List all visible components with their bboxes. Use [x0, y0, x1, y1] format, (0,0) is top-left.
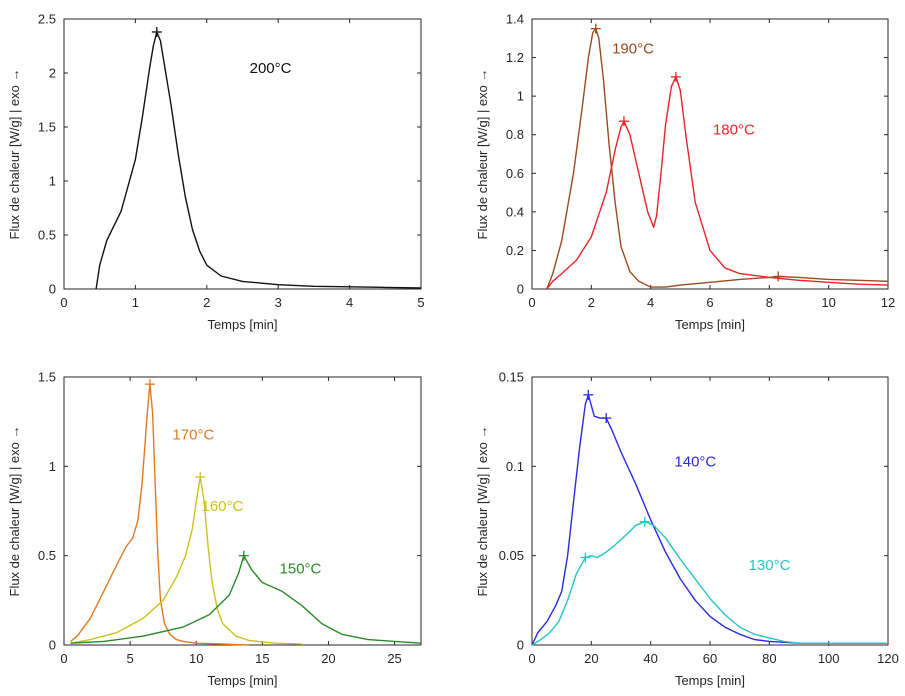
y-tick-label: 0.5 — [38, 548, 56, 563]
x-tick-label: 20 — [321, 651, 335, 666]
y-tick-label: 0.6 — [506, 166, 524, 181]
y-tick-label: 1.5 — [38, 370, 56, 385]
x-tick-label: 20 — [584, 651, 598, 666]
x-tick-label: 4 — [647, 295, 654, 310]
y-tick-label: 0.05 — [499, 548, 524, 563]
series-annotation: 170°C — [172, 427, 214, 444]
y-tick-label: 0.5 — [38, 228, 56, 243]
y-axis-label: Flux de chaleur [W/g] | exo → — [475, 69, 490, 240]
peak-marker — [601, 413, 612, 424]
x-tick-label: 8 — [766, 295, 773, 310]
y-tick-label: 0 — [517, 282, 524, 297]
x-tick-label: 0 — [528, 295, 535, 310]
series-line-140°C — [531, 394, 888, 646]
x-tick-label: 25 — [387, 651, 401, 666]
x-tick-label: 100 — [818, 651, 840, 666]
chart-panel-1: 0 1 2 3 4 5 0 0.5 1 1.5 2 2.5 Temps [min] Flux de cha… — [7, 12, 425, 333]
peak-marker — [583, 389, 594, 400]
x-tick-label: 1 — [132, 295, 139, 310]
peak-marker — [618, 116, 629, 127]
y-tick-label: 1.4 — [506, 12, 524, 27]
peak-marker — [580, 552, 591, 563]
y-axis-label: Flux de chaleur [W/g] | exo → — [7, 426, 22, 597]
plot-area — [63, 376, 422, 646]
x-tick-label: 2 — [203, 295, 210, 310]
x-tick-label: 120 — [877, 651, 899, 666]
y-tick-label: 0.2 — [506, 243, 524, 258]
peak-marker — [195, 472, 206, 483]
x-tick-label: 5 — [417, 295, 424, 310]
x-axis-label: Temps [min] — [675, 317, 745, 332]
y-tick-label: 0.15 — [499, 370, 524, 385]
series-line-200°C — [95, 31, 422, 290]
series-annotation: 130°C — [749, 557, 791, 574]
y-tick-label: 0 — [49, 638, 56, 653]
y-tick-label: 1.5 — [38, 120, 56, 135]
series-annotation: 180°C — [713, 122, 755, 139]
peak-marker — [590, 23, 601, 34]
x-tick-label: 0 — [60, 295, 67, 310]
x-tick-label: 3 — [275, 295, 282, 310]
y-tick-label: 2.5 — [38, 12, 56, 27]
chart-panel-4: 0 20 40 60 80 100 120 0 0.05 0.1 0.15 Temps [min] Fl… — [475, 370, 899, 689]
x-tick-label: 0 — [60, 651, 67, 666]
series-annotation: 140°C — [674, 453, 716, 470]
x-tick-label: 2 — [588, 295, 595, 310]
y-axis-label: Flux de chaleur [W/g] | exo → — [7, 69, 22, 240]
plot-area — [531, 376, 889, 646]
peak-marker — [670, 71, 681, 82]
series-line-180°C — [546, 76, 889, 290]
peak-marker — [151, 26, 162, 37]
x-tick-label: 40 — [643, 651, 657, 666]
x-tick-label: 10 — [821, 295, 835, 310]
x-axis-label: Temps [min] — [207, 673, 277, 688]
x-axis-label: Temps [min] — [675, 673, 745, 688]
series-line-130°C — [531, 521, 888, 646]
y-tick-label: 0 — [49, 282, 56, 297]
peak-marker — [639, 516, 650, 527]
plot-area — [63, 18, 422, 290]
peak-marker — [238, 550, 249, 561]
plot-area — [531, 18, 889, 290]
chart-panel-2: 0 2 4 6 8 10 12 0 0.2 0.4 0.6 0.8 1 1.2 1.4 Temps [min]… — [475, 12, 895, 333]
y-tick-label: 2 — [49, 66, 56, 81]
x-tick-label: 12 — [881, 295, 895, 310]
x-tick-label: 4 — [346, 295, 353, 310]
x-tick-label: 80 — [762, 651, 776, 666]
y-tick-label: 1 — [517, 89, 524, 104]
y-tick-label: 0.8 — [506, 127, 524, 142]
series-annotation: 200°C — [250, 60, 292, 77]
series-annotation: 150°C — [280, 561, 322, 578]
x-tick-label: 10 — [189, 651, 203, 666]
peak-marker — [773, 271, 784, 282]
series-annotation: 160°C — [202, 498, 244, 515]
y-tick-label: 0 — [517, 638, 524, 653]
x-tick-label: 6 — [706, 295, 713, 310]
y-tick-label: 1 — [49, 174, 56, 189]
x-tick-label: 60 — [703, 651, 717, 666]
y-tick-label: 1 — [49, 459, 56, 474]
peak-marker — [144, 379, 155, 390]
y-tick-label: 0.1 — [506, 459, 524, 474]
y-tick-label: 0.4 — [506, 204, 524, 219]
x-axis-label: Temps [min] — [207, 317, 277, 332]
series-annotation: 190°C — [612, 41, 654, 58]
y-axis-label: Flux de chaleur [W/g] | exo → — [475, 426, 490, 597]
x-tick-label: 5 — [126, 651, 133, 666]
series-line-150°C — [70, 555, 422, 644]
chart-panel-3: 0 5 10 15 20 25 0 0.5 1 1.5 Temps [min] Flux de cha… — [7, 370, 422, 688]
x-tick-label: 0 — [528, 651, 535, 666]
x-tick-label: 15 — [255, 651, 269, 666]
y-tick-label: 1.2 — [506, 50, 524, 65]
